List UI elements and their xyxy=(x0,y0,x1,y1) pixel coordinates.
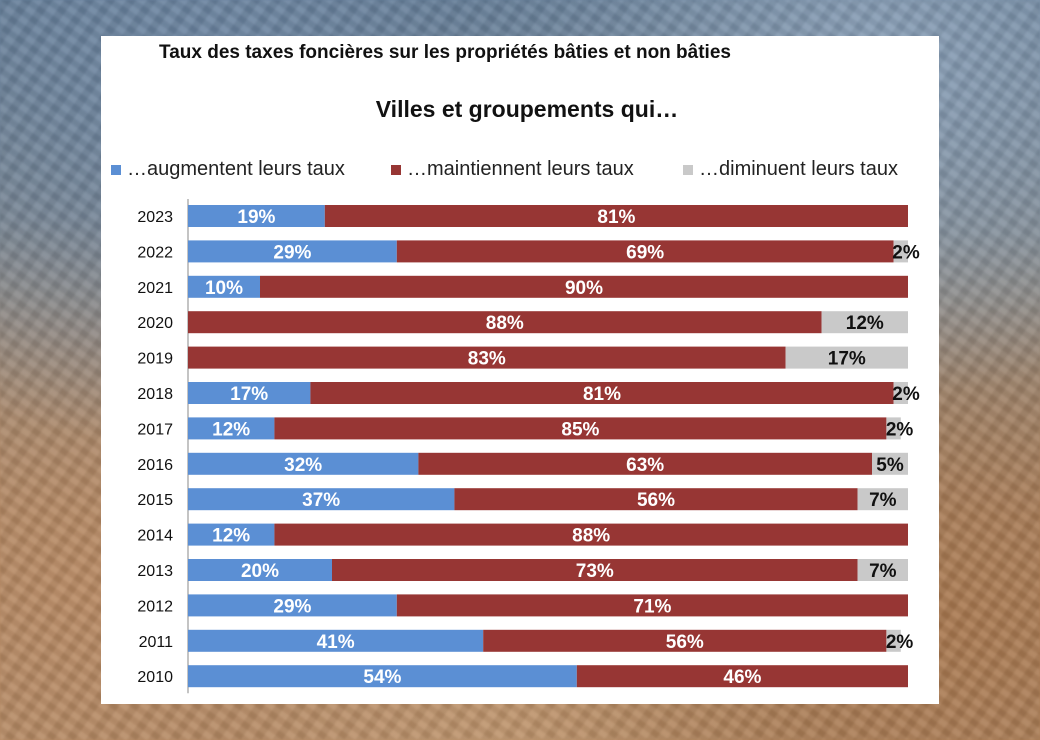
bar-same-2019 xyxy=(188,346,786,369)
data-label-up-2017: 12% xyxy=(212,419,250,440)
y-tick-label: 2023 xyxy=(137,209,173,226)
data-label-up-2010: 54% xyxy=(363,667,401,688)
y-tick-label: 2012 xyxy=(137,598,173,615)
data-label-same-2012: 71% xyxy=(633,596,671,617)
bar-same-2017 xyxy=(274,417,887,440)
legend-item-down: …diminuent leurs taux xyxy=(683,158,898,181)
bar-up-2021 xyxy=(188,275,260,298)
bar-same-2012 xyxy=(396,594,908,617)
data-label-down-2017: 2% xyxy=(886,419,914,440)
data-label-up-2011: 41% xyxy=(317,632,355,653)
bar-up-2015 xyxy=(188,488,455,511)
y-tick-label: 2019 xyxy=(137,351,173,368)
bar-down-2020 xyxy=(821,311,908,334)
bar-up-2010 xyxy=(188,665,577,688)
bar-up-2011 xyxy=(188,629,484,652)
y-tick-label: 2015 xyxy=(137,492,173,509)
data-label-down-2016: 5% xyxy=(876,455,904,476)
bar-same-2018 xyxy=(310,382,894,404)
y-tick-label: 2016 xyxy=(137,457,173,474)
data-label-up-2015: 37% xyxy=(302,490,340,511)
bar-down-2018 xyxy=(893,382,908,404)
legend-item-up: …augmentent leurs taux xyxy=(111,158,345,181)
data-label-down-2020: 12% xyxy=(846,313,884,334)
data-label-up-2021: 10% xyxy=(205,278,243,299)
y-tick-label: 2014 xyxy=(137,528,173,545)
legend-swatch-up xyxy=(111,164,121,175)
data-label-same-2017: 85% xyxy=(561,419,599,440)
bar-up-2017 xyxy=(188,417,275,440)
bar-chart: 2023 19% 81% 2022 29% 69% 2% 2021 10% 90% 2020 88% 1… xyxy=(137,199,920,694)
bar-same-2011 xyxy=(483,629,887,652)
data-label-up-2013: 20% xyxy=(241,561,279,582)
bar-same-2015 xyxy=(454,488,858,511)
y-tick-label: 2021 xyxy=(137,280,173,297)
legend-swatch-same xyxy=(391,164,401,175)
legend-label-up: …augmentent leurs taux xyxy=(127,158,345,180)
data-label-down-2019: 17% xyxy=(828,349,866,370)
bar-up-2016 xyxy=(188,452,419,475)
data-label-same-2015: 56% xyxy=(637,490,675,511)
data-label-same-2010: 46% xyxy=(723,667,761,688)
y-tick-label: 2011 xyxy=(139,634,174,651)
bar-same-2023 xyxy=(324,205,908,227)
bar-down-2011 xyxy=(886,629,901,652)
data-label-same-2022: 69% xyxy=(626,242,664,263)
data-label-same-2021: 90% xyxy=(565,278,603,299)
bar-same-2021 xyxy=(260,275,908,298)
bar-down-2019 xyxy=(785,346,908,369)
y-tick-label: 2018 xyxy=(137,386,173,403)
data-label-same-2016: 63% xyxy=(626,455,664,476)
bar-same-2022 xyxy=(396,240,894,263)
data-label-same-2011: 56% xyxy=(666,632,704,653)
legend-label-down: …diminuent leurs taux xyxy=(699,158,898,180)
data-label-down-2018: 2% xyxy=(892,384,920,405)
bar-down-2017 xyxy=(886,417,901,440)
legend-label-same: …maintiennent leurs taux xyxy=(407,158,634,180)
bar-same-2014 xyxy=(274,523,908,546)
data-label-down-2013: 7% xyxy=(869,561,897,582)
data-label-down-2015: 7% xyxy=(869,490,897,511)
data-label-same-2014: 88% xyxy=(572,526,610,547)
bar-down-2013 xyxy=(857,559,908,581)
bar-same-2013 xyxy=(332,559,858,581)
data-label-same-2019: 83% xyxy=(468,349,506,370)
chart-panel: Taux des taxes foncières sur les proprié… xyxy=(101,36,939,704)
data-label-up-2016: 32% xyxy=(284,455,322,476)
data-label-same-2018: 81% xyxy=(583,384,621,405)
bar-up-2013 xyxy=(188,559,332,581)
bar-up-2012 xyxy=(188,594,397,617)
bar-down-2015 xyxy=(857,488,908,511)
data-label-down-2011: 2% xyxy=(886,632,914,653)
y-tick-label: 2017 xyxy=(137,421,173,438)
y-tick-label: 2013 xyxy=(137,563,173,580)
legend: …augmentent leurs taux …maintiennent leu… xyxy=(111,158,941,184)
data-label-same-2023: 81% xyxy=(597,207,635,228)
super-title: Taux des taxes foncières sur les proprié… xyxy=(159,42,731,63)
chart-title: Villes et groupements qui… xyxy=(375,96,679,122)
y-tick-label: 2022 xyxy=(137,244,173,261)
bar-down-2016 xyxy=(872,452,908,475)
bar-up-2018 xyxy=(188,382,311,404)
bar-down-2022 xyxy=(893,240,908,263)
legend-item-same: …maintiennent leurs taux xyxy=(391,158,634,181)
data-label-up-2012: 29% xyxy=(273,596,311,617)
bar-same-2010 xyxy=(576,665,908,688)
bar-up-2022 xyxy=(188,240,397,263)
data-label-up-2022: 29% xyxy=(273,242,311,263)
data-label-same-2020: 88% xyxy=(486,313,524,334)
bar-up-2023 xyxy=(188,205,325,227)
data-label-up-2023: 19% xyxy=(237,207,275,228)
y-tick-label: 2020 xyxy=(137,315,173,332)
y-tick-label: 2010 xyxy=(137,669,173,686)
legend-swatch-down xyxy=(683,164,693,175)
bar-same-2016 xyxy=(418,452,872,475)
data-label-down-2022: 2% xyxy=(892,242,920,263)
bar-up-2014 xyxy=(188,523,275,546)
data-label-same-2013: 73% xyxy=(576,561,614,582)
data-label-up-2014: 12% xyxy=(212,526,250,547)
data-label-up-2018: 17% xyxy=(230,384,268,405)
bar-same-2020 xyxy=(188,311,822,334)
